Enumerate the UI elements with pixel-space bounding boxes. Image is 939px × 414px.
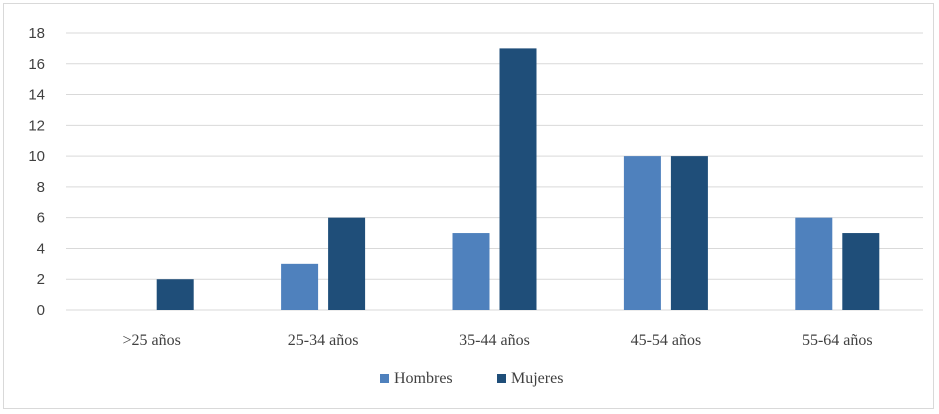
y-tick-label: 2 — [37, 271, 45, 288]
y-tick-label: 0 — [37, 302, 45, 319]
legend: Hombres Mujeres — [380, 370, 563, 387]
gridlines — [66, 32, 923, 311]
y-tick-label: 8 — [37, 179, 45, 196]
legend-swatch-mujeres — [497, 374, 506, 383]
bars — [156, 48, 880, 311]
x-tick-label: >25 años — [123, 332, 181, 349]
bar-mujeres-4 — [842, 233, 880, 310]
bar-hombres-3 — [623, 156, 661, 310]
y-tick-label: 14 — [28, 87, 45, 104]
x-axis-labels: >25 años 25-34 años 35-44 años 45-54 años 55… — [123, 332, 873, 349]
legend-label-hombres: Hombres — [394, 370, 453, 387]
legend-swatch-hombres — [380, 374, 389, 383]
bar-mujeres-1 — [328, 217, 366, 310]
y-tick-label: 16 — [28, 56, 45, 73]
x-tick-label: 55-64 años — [802, 332, 873, 349]
bar-hombres-2 — [452, 233, 490, 310]
bar-mujeres-3 — [670, 156, 708, 310]
y-tick-label: 6 — [37, 210, 45, 227]
y-tick-label: 18 — [28, 25, 45, 42]
chart-frame — [3, 3, 934, 409]
bar-hombres-4 — [795, 217, 833, 310]
x-tick-label: 35-44 años — [459, 332, 530, 349]
bar-mujeres-2 — [499, 48, 537, 311]
bar-mujeres-0 — [156, 279, 194, 310]
y-axis-ticks: 0 2 4 6 8 10 12 14 16 18 — [28, 25, 45, 319]
y-tick-label: 12 — [28, 117, 45, 134]
legend-label-mujeres: Mujeres — [511, 370, 563, 387]
x-tick-label: 25-34 años — [288, 332, 359, 349]
y-tick-label: 10 — [28, 148, 45, 165]
x-tick-label: 45-54 años — [631, 332, 702, 349]
bar-hombres-1 — [281, 263, 319, 310]
y-tick-label: 4 — [37, 240, 45, 257]
